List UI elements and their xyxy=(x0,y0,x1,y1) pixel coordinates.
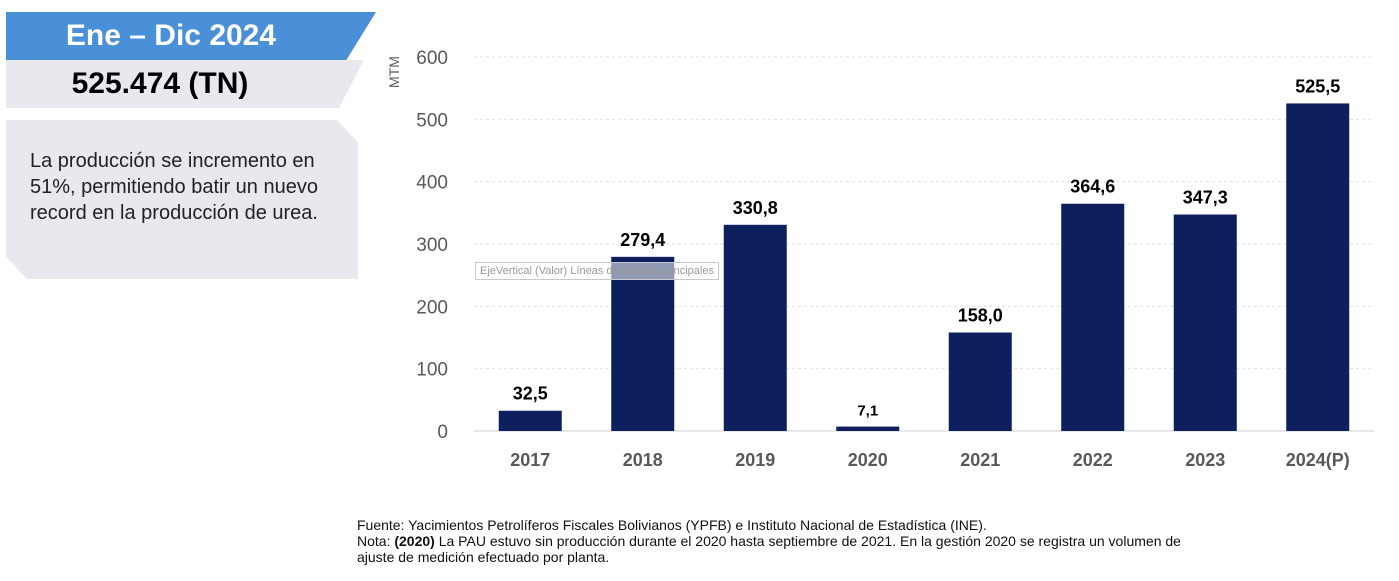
footnote-note-bold: (2020) xyxy=(394,533,435,549)
bar-2022 xyxy=(1061,203,1125,431)
x-tick-label: 2022 xyxy=(1073,450,1113,470)
x-tick-label: 2021 xyxy=(960,450,1000,470)
bar-2021 xyxy=(948,332,1012,431)
footnote-note-text: La PAU estuvo sin producción durante el … xyxy=(357,533,1181,565)
bar-2020 xyxy=(836,426,900,431)
bar-value-label: 364,6 xyxy=(1070,177,1115,197)
total-box: 525.474 (TN) xyxy=(6,60,364,108)
note-text: La producción se incremento en 51%, perm… xyxy=(30,150,318,224)
x-tick-label: 2017 xyxy=(510,450,550,470)
chart-area: 0 100 200 300 400 500 600 MTM 32,5 2017 279,4 2018 3… xyxy=(380,30,1380,480)
bar-2017 xyxy=(498,410,562,431)
footnote: Fuente: Yacimientos Petrolíferos Fiscale… xyxy=(357,517,1197,565)
y-tick-label: 100 xyxy=(416,360,448,381)
x-tick-label: 2019 xyxy=(735,450,775,470)
bar-2023 xyxy=(1173,214,1237,431)
y-tick-label: 400 xyxy=(416,173,448,194)
axis-tooltip: EjeVertical (Valor) Líneas de división p… xyxy=(475,262,719,280)
footnote-source: Fuente: Yacimientos Petrolíferos Fiscale… xyxy=(357,517,987,533)
note-box: La producción se incremento en 51%, perm… xyxy=(6,120,358,279)
bar-chart[interactable]: 0 100 200 300 400 500 600 MTM 32,5 2017 279,4 2018 3… xyxy=(380,30,1380,480)
period-banner: Ene – Dic 2024 xyxy=(6,12,376,60)
bar-value-label: 32,5 xyxy=(513,384,548,404)
y-tick-label: 200 xyxy=(416,297,448,318)
bar-value-label: 330,8 xyxy=(733,198,778,218)
bar-value-label: 279,4 xyxy=(620,230,665,250)
y-tick-label: 300 xyxy=(416,235,448,256)
bar-2024(P) xyxy=(1286,103,1350,432)
bar-value-label: 7,1 xyxy=(857,403,878,420)
footnote-note-prefix: Nota: xyxy=(357,533,395,549)
x-tick-label: 2024(P) xyxy=(1286,450,1350,470)
y-axis-label: MTM xyxy=(386,56,402,88)
y-tick-label: 0 xyxy=(437,422,448,443)
bar-2018 xyxy=(611,256,675,431)
footnote-note: Nota: (2020) La PAU estuvo sin producció… xyxy=(357,533,1197,565)
bar-value-label: 158,0 xyxy=(958,306,1003,326)
x-tick-label: 2020 xyxy=(848,450,888,470)
y-tick-label: 600 xyxy=(416,48,448,69)
y-tick-label: 500 xyxy=(416,110,448,131)
bar-value-label: 525,5 xyxy=(1295,76,1340,96)
bar-2019 xyxy=(723,224,787,431)
x-tick-label: 2023 xyxy=(1185,450,1225,470)
x-tick-label: 2018 xyxy=(623,450,663,470)
total-value: 525.474 (TN) xyxy=(71,67,249,100)
bar-value-label: 347,3 xyxy=(1183,188,1228,208)
period-label: Ene – Dic 2024 xyxy=(65,19,277,52)
